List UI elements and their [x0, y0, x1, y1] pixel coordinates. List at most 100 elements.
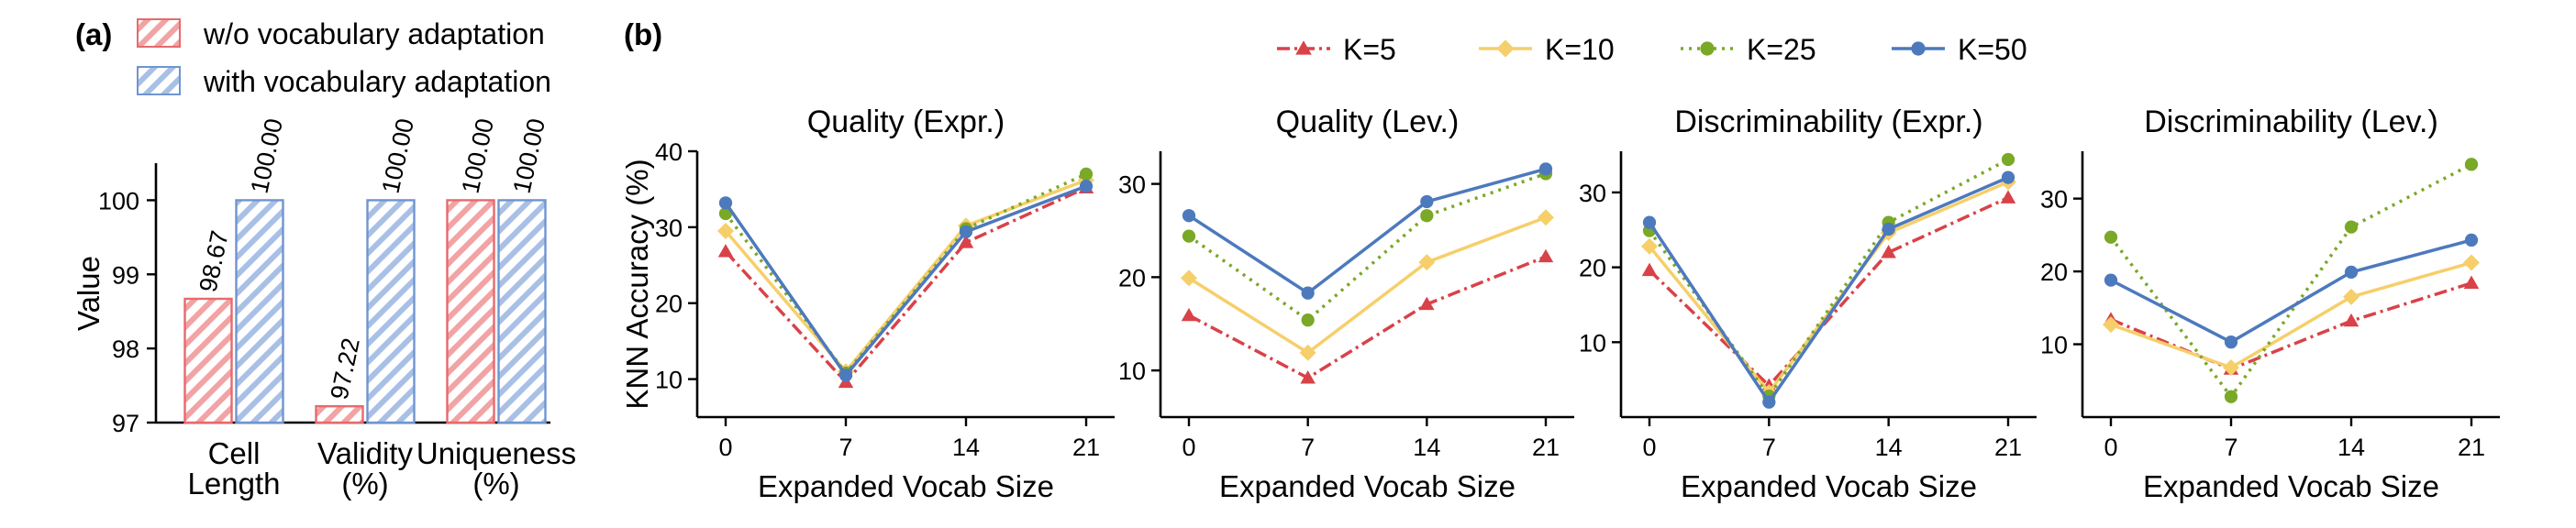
data-point-marker [2001, 170, 2015, 184]
x-tick-label: 21 [1994, 434, 2022, 461]
data-point-marker [2104, 273, 2118, 287]
data-point-marker [1642, 215, 1657, 229]
data-point-marker [717, 244, 734, 258]
data-point-marker [1538, 162, 1553, 176]
data-point-marker [1420, 194, 1434, 209]
panel-b-tag: (b) [624, 17, 662, 51]
bar-category-label: Length [188, 467, 281, 500]
x-tick-label: 14 [1875, 434, 1903, 461]
subplot-title: Discriminability (Expr.) [1674, 104, 1982, 139]
data-point-marker [718, 196, 733, 210]
data-point-marker [1300, 370, 1316, 384]
data-point-marker [1418, 254, 1436, 271]
series-line [2110, 260, 2472, 369]
series-line [724, 172, 1087, 376]
data-point-marker [717, 223, 734, 239]
x-axis-label: Expanded Vocab Size [2143, 469, 2439, 503]
data-point-marker [2104, 230, 2118, 244]
data-point-marker [958, 235, 974, 248]
data-point-marker [1538, 248, 1554, 263]
y-tick-label: 20 [2040, 258, 2068, 286]
bar-category-label: Cell [208, 436, 261, 470]
line-subplot: Quality (Lev.) 10 20 30 0 7 14 21 Expanded Vocab… [1118, 104, 1574, 503]
series-line [1648, 196, 2009, 389]
bar [446, 199, 495, 424]
series-line [1648, 180, 2009, 395]
data-point-marker [2224, 390, 2238, 403]
y-tick-label: 20 [655, 291, 683, 318]
data-point-marker [1700, 41, 1715, 56]
bar-legend-swatch [137, 66, 181, 95]
data-point-marker [2344, 265, 2359, 280]
series-line [1648, 158, 2009, 400]
legend-label: K=5 [1343, 33, 1396, 66]
x-axis-label: Expanded Vocab Size [758, 469, 1054, 503]
bar-y-tick-label: 100 [98, 187, 139, 214]
series-line [2109, 162, 2472, 400]
bar-value-label: 100.00 [246, 116, 289, 196]
data-point-marker [1882, 222, 1895, 236]
y-tick-label: 30 [1118, 171, 1146, 199]
bar-y-tick-label: 99 [112, 261, 139, 289]
line-legend: K=5 K=10 K=25 K=50 [1277, 33, 2027, 66]
data-point-marker [1295, 40, 1312, 55]
x-tick-label: 21 [1532, 434, 1560, 461]
data-point-marker [1420, 209, 1434, 223]
x-tick-label: 0 [718, 434, 732, 461]
bar-value-label: 98.67 [194, 228, 234, 294]
bar-category-label: Validity [317, 436, 413, 470]
x-tick-label: 7 [838, 434, 852, 461]
line-subplot: Discriminability (Lev.) 10 20 30 0 7 14 21 Expan… [2040, 104, 2500, 503]
bar-legend-swatch [137, 18, 181, 48]
data-point-marker [1299, 344, 1316, 361]
data-point-marker [2463, 254, 2480, 271]
bar-category-label: (%) [472, 467, 519, 500]
data-point-marker [1538, 209, 1554, 226]
bar [497, 199, 547, 424]
y-tick-label: 20 [1579, 255, 1606, 282]
data-point-marker [2463, 275, 2480, 289]
data-point-marker [1641, 237, 1658, 255]
series-line [724, 178, 1087, 375]
subplot-title: Quality (Expr.) [807, 104, 1005, 139]
data-point-marker [2343, 288, 2359, 305]
bar [235, 199, 284, 424]
bar-value-label: 97.22 [326, 336, 365, 402]
series-line [1188, 167, 1547, 295]
x-tick-label: 21 [2458, 434, 2485, 461]
data-point-marker [1419, 296, 1435, 311]
subplot-title: Discriminability (Lev.) [2144, 104, 2438, 139]
data-point-marker [1301, 286, 1315, 300]
x-tick-label: 14 [952, 434, 980, 461]
x-tick-label: 21 [1072, 434, 1100, 461]
data-point-marker [2224, 336, 2238, 349]
y-tick-label: 40 [655, 138, 683, 166]
data-point-marker [1496, 39, 1515, 58]
data-point-marker [1182, 229, 1196, 243]
data-point-marker [1911, 41, 1926, 56]
data-point-marker [2343, 313, 2359, 327]
y-tick-label: 10 [1579, 329, 1606, 357]
panel-a: (a) w/o vocabulary adaptation with vocabul… [72, 17, 576, 500]
data-point-marker [2000, 190, 2016, 204]
bar [366, 199, 416, 424]
data-point-marker [2464, 233, 2479, 248]
bar-legend-label: with vocabulary adaptation [203, 65, 551, 98]
y-tick-label: 10 [1118, 358, 1146, 385]
y-tick-label: 10 [655, 367, 683, 394]
data-point-marker [1079, 179, 1094, 193]
subplot-title: Quality (Lev.) [1276, 104, 1460, 139]
bar-value-label: 100.00 [377, 116, 420, 196]
x-tick-label: 7 [1301, 434, 1315, 461]
series-line [724, 186, 1087, 385]
series-line [1188, 255, 1547, 380]
data-point-marker [1181, 270, 1197, 287]
series-line [724, 184, 1087, 379]
series-line [1188, 215, 1547, 355]
data-point-marker [1182, 209, 1196, 223]
data-point-marker [2001, 152, 2015, 167]
data-point-marker [959, 225, 973, 238]
series-line [2110, 281, 2472, 371]
data-point-marker [1762, 395, 1776, 409]
